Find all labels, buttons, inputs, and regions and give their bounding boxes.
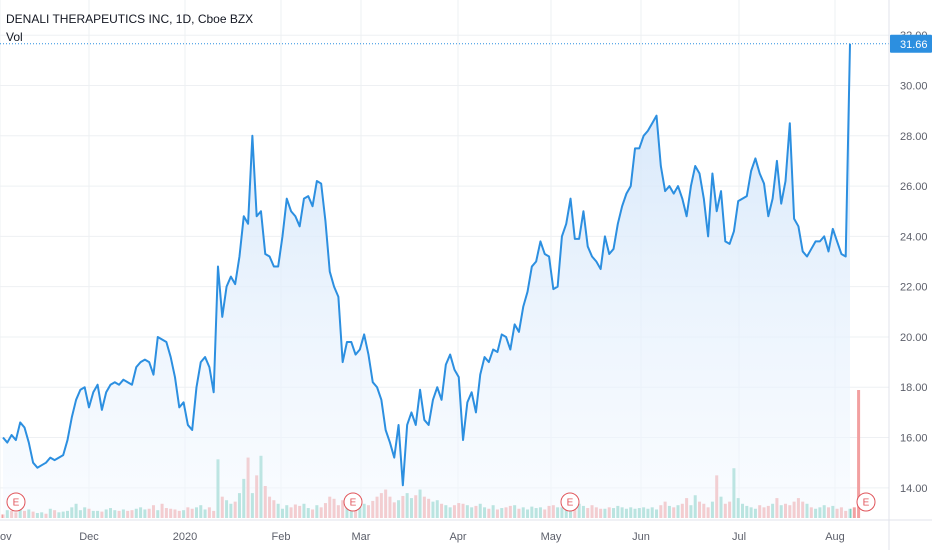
symbol-title[interactable]: DENALI THERAPEUTICS INC, 1D, Cboe BZX bbox=[6, 12, 254, 26]
x-tick-label: May bbox=[541, 531, 562, 543]
earnings-marker[interactable]: E bbox=[343, 492, 363, 512]
earnings-marker[interactable]: E bbox=[856, 492, 876, 512]
price-line[interactable] bbox=[2, 43, 851, 487]
x-tick-label: 2020 bbox=[173, 531, 197, 543]
y-tick-label: 18.00 bbox=[900, 382, 928, 394]
price-area bbox=[3, 43, 850, 518]
x-tick-label: Jul bbox=[732, 531, 746, 543]
earnings-marker[interactable]: E bbox=[560, 492, 580, 512]
earnings-label[interactable]: E bbox=[13, 498, 20, 509]
y-tick-label: 22.00 bbox=[900, 282, 928, 294]
price-area-fill bbox=[3, 43, 850, 518]
earnings-circle[interactable] bbox=[343, 492, 363, 512]
earnings-circle[interactable] bbox=[560, 492, 580, 512]
volume-bar bbox=[857, 390, 861, 518]
time-axis[interactable]: ov Dec 2020 Feb Mar Apr May Jun Jul Aug bbox=[0, 519, 932, 543]
y-tick-label: 30.00 bbox=[900, 80, 928, 92]
x-tick-label: Aug bbox=[825, 531, 845, 543]
y-tick-label: 14.00 bbox=[900, 483, 928, 495]
x-tick-label: Mar bbox=[352, 531, 371, 543]
y-tick-label: 24.00 bbox=[900, 231, 928, 243]
earnings-marker[interactable]: E bbox=[6, 492, 26, 512]
x-tick-label: Apr bbox=[449, 531, 466, 543]
last-price-tag: 31.66 bbox=[890, 34, 932, 53]
last-price-value: 31.66 bbox=[900, 39, 928, 51]
price-line-group[interactable] bbox=[2, 43, 851, 487]
volume-label[interactable]: Vol bbox=[6, 30, 23, 44]
y-tick-label: 28.00 bbox=[900, 131, 928, 143]
y-tick-label: 26.00 bbox=[900, 181, 928, 193]
y-tick-label: 20.00 bbox=[900, 332, 928, 344]
earnings-label[interactable]: E bbox=[350, 498, 357, 509]
x-tick-label: Feb bbox=[272, 531, 291, 543]
price-axis[interactable]: 14.00 16.00 18.00 20.00 22.00 24.00 26.00 28.00… bbox=[888, 0, 928, 550]
x-tick-label: Jun bbox=[632, 531, 650, 543]
chart-legend: DENALI THERAPEUTICS INC, 1D, Cboe BZX Vo… bbox=[6, 10, 253, 46]
x-tick-label: Dec bbox=[79, 531, 99, 543]
earnings-label[interactable]: E bbox=[863, 498, 870, 509]
earnings-circle[interactable] bbox=[6, 492, 26, 512]
volume-bar bbox=[852, 507, 856, 518]
x-tick-label: ov bbox=[0, 531, 12, 543]
earnings-label[interactable]: E bbox=[567, 498, 574, 509]
last-price-badge bbox=[890, 34, 932, 53]
earnings-circle[interactable] bbox=[856, 492, 876, 512]
y-tick-label: 16.00 bbox=[900, 433, 928, 445]
